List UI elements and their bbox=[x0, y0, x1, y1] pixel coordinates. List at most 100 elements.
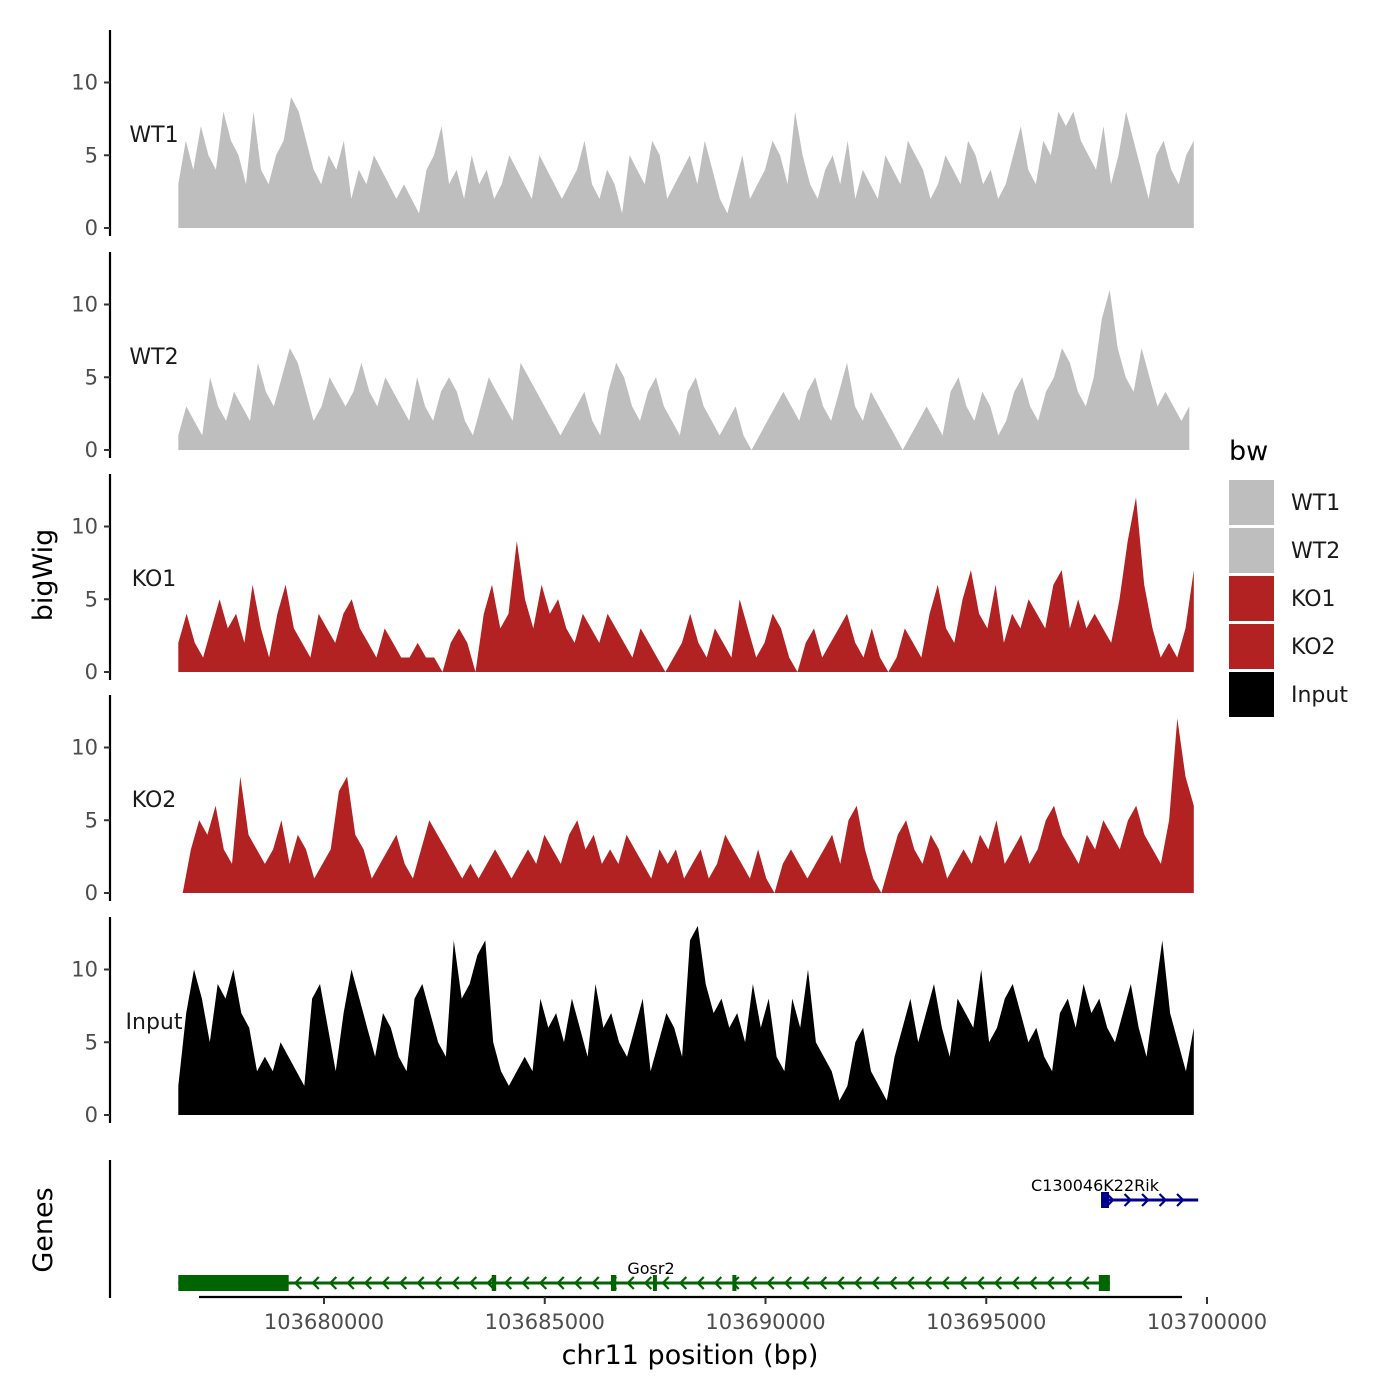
y-axis-title: bigWig bbox=[28, 529, 59, 622]
x-tick-label: 103685000 bbox=[485, 1310, 605, 1334]
strand-arrow bbox=[293, 1276, 303, 1290]
strand-arrow bbox=[328, 1276, 338, 1290]
x-tick-label: 103690000 bbox=[705, 1310, 825, 1334]
gene-exon bbox=[610, 1275, 617, 1291]
strand-arrow bbox=[1106, 1193, 1115, 1207]
x-tick-label: 103700000 bbox=[1147, 1310, 1267, 1334]
strand-arrow bbox=[398, 1276, 408, 1290]
y-tick-label: 10 bbox=[71, 71, 98, 95]
track-label: KO1 bbox=[132, 567, 177, 592]
legend-title: bw bbox=[1229, 436, 1268, 467]
y-tick-label: 10 bbox=[71, 736, 98, 760]
y-tick-label: 5 bbox=[85, 365, 98, 389]
y-tick-label: 5 bbox=[85, 1030, 98, 1054]
gene-exon bbox=[1098, 1275, 1110, 1291]
track-area-input bbox=[178, 925, 1194, 1115]
track-area-wt2 bbox=[178, 289, 1190, 450]
legend-key bbox=[1229, 528, 1274, 573]
strand-arrow bbox=[976, 1276, 985, 1290]
gene-exon bbox=[732, 1275, 737, 1291]
strand-arrow bbox=[573, 1276, 583, 1290]
strand-arrow bbox=[363, 1276, 373, 1290]
x-tick-label: 103695000 bbox=[926, 1310, 1046, 1334]
tracks-layer: 0 5 10 WT1 0 5 10 WT2 0 5 10 KO1 0 5 10 KO2 0 5 10 Input bbox=[71, 30, 1194, 1127]
legend-label: KO2 bbox=[1291, 635, 1336, 660]
strand-arrow bbox=[346, 1276, 355, 1290]
legend-key bbox=[1229, 624, 1274, 669]
gene-exon bbox=[178, 1275, 289, 1291]
strand-arrow bbox=[451, 1276, 460, 1290]
strand-arrow bbox=[626, 1276, 635, 1290]
legend: bw WT1 WT2 KO1 KO2 Input bbox=[1229, 436, 1348, 717]
y-tick-label: 5 bbox=[85, 808, 98, 832]
strand-arrow bbox=[381, 1276, 390, 1290]
legend-key bbox=[1229, 672, 1274, 717]
y-tick-label: 0 bbox=[85, 1103, 98, 1127]
strand-arrow bbox=[643, 1276, 653, 1290]
strand-arrow bbox=[818, 1276, 828, 1290]
track-area-ko2 bbox=[182, 718, 1194, 893]
strand-arrow bbox=[556, 1276, 565, 1290]
gene-exon bbox=[652, 1275, 657, 1291]
y-tick-label: 0 bbox=[85, 438, 98, 462]
strand-arrow bbox=[1028, 1276, 1038, 1290]
gene-label: Gosr2 bbox=[627, 1259, 674, 1278]
strand-arrow bbox=[1123, 1193, 1133, 1207]
strand-arrow bbox=[1141, 1193, 1150, 1207]
y-tick-label: 5 bbox=[85, 143, 98, 167]
strand-arrow bbox=[538, 1276, 548, 1290]
track-label: WT1 bbox=[129, 123, 178, 148]
y-tick-label: 10 bbox=[71, 293, 98, 317]
strand-arrow bbox=[468, 1276, 478, 1290]
strand-arrow bbox=[1176, 1193, 1185, 1207]
strand-arrow bbox=[941, 1276, 950, 1290]
strand-arrow bbox=[433, 1276, 443, 1290]
track-label: Input bbox=[126, 1010, 183, 1035]
legend-label: Input bbox=[1291, 683, 1348, 708]
gene-exon bbox=[1101, 1192, 1109, 1208]
legend-key bbox=[1229, 576, 1274, 621]
genes-layer: Gosr2 C130046K22Rik bbox=[108, 1160, 1199, 1298]
strand-arrow bbox=[766, 1276, 775, 1290]
strand-arrow bbox=[521, 1276, 530, 1290]
legend-label: WT2 bbox=[1291, 539, 1340, 564]
y-tick-label: 10 bbox=[71, 958, 98, 982]
strand-arrow bbox=[311, 1276, 320, 1290]
strand-arrow bbox=[696, 1276, 705, 1290]
x-tick-label: 103680000 bbox=[264, 1310, 384, 1334]
y-tick-label: 0 bbox=[85, 660, 98, 684]
strand-arrow bbox=[801, 1276, 810, 1290]
strand-arrow bbox=[748, 1276, 758, 1290]
y-tick-label: 10 bbox=[71, 515, 98, 539]
track-area-wt1 bbox=[178, 97, 1194, 228]
strand-arrow bbox=[678, 1276, 688, 1290]
strand-arrow bbox=[661, 1276, 670, 1290]
strand-arrow bbox=[993, 1276, 1003, 1290]
gene-label: C130046K22Rik bbox=[1031, 1176, 1160, 1195]
strand-arrow bbox=[923, 1276, 933, 1290]
strand-arrow bbox=[1063, 1276, 1073, 1290]
strand-arrow bbox=[871, 1276, 880, 1290]
strand-arrow bbox=[783, 1276, 793, 1290]
legend-key bbox=[1229, 480, 1274, 525]
track-label: WT2 bbox=[129, 345, 178, 370]
strand-arrow bbox=[591, 1276, 600, 1290]
strand-arrow bbox=[888, 1276, 898, 1290]
strand-arrow bbox=[1011, 1276, 1020, 1290]
x-axis: 103680000 103685000 103690000 103695000 1037… bbox=[199, 1295, 1267, 1334]
y-tick-label: 5 bbox=[85, 587, 98, 611]
strand-arrow bbox=[853, 1276, 863, 1290]
strand-arrow bbox=[503, 1276, 513, 1290]
strand-arrow bbox=[416, 1276, 425, 1290]
legend-label: WT1 bbox=[1291, 491, 1340, 516]
strand-arrow bbox=[958, 1276, 968, 1290]
gene-panel-title: Genes bbox=[28, 1187, 59, 1272]
y-tick-label: 0 bbox=[85, 881, 98, 905]
track-label: KO2 bbox=[132, 788, 177, 813]
gene-exon bbox=[491, 1275, 497, 1291]
strand-arrow bbox=[713, 1276, 723, 1290]
strand-arrow bbox=[1158, 1193, 1168, 1207]
legend-label: KO1 bbox=[1291, 587, 1336, 612]
track-area-ko1 bbox=[178, 497, 1194, 672]
